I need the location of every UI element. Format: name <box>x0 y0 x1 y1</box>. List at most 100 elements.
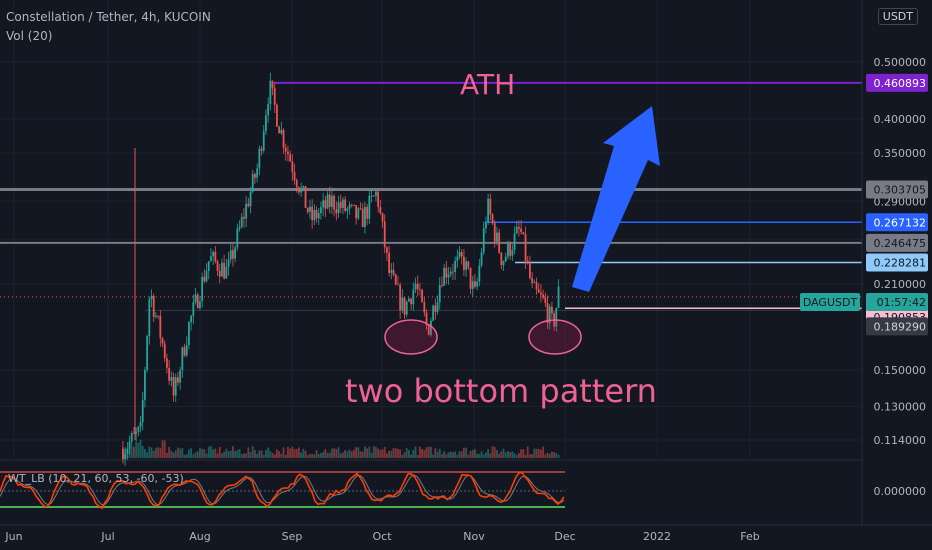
x-tick-label: Sep <box>282 530 303 543</box>
candle <box>397 284 399 286</box>
candle <box>434 305 437 312</box>
candle <box>496 232 498 242</box>
symbol-badge <box>800 293 860 311</box>
candle <box>520 228 523 233</box>
candle <box>166 358 168 368</box>
candle <box>478 265 481 282</box>
volume-bar <box>436 451 439 458</box>
volume-bar <box>496 449 498 458</box>
candle <box>443 267 446 286</box>
candle <box>313 209 316 221</box>
volume-bar <box>548 453 551 458</box>
volume-bar <box>379 449 382 458</box>
volume-bar <box>425 447 428 458</box>
volume-bar <box>458 451 461 458</box>
candle <box>531 277 534 283</box>
volume-bars <box>122 439 560 458</box>
volume-bar <box>221 453 223 458</box>
candle <box>377 191 380 208</box>
y-tick-label: 0.500000 <box>874 56 927 69</box>
candle <box>372 195 375 197</box>
candle <box>309 206 311 212</box>
volume-bar <box>537 448 540 458</box>
symbol-badge-label: DAGUSDT <box>803 296 858 309</box>
candle <box>258 148 261 169</box>
candle <box>430 320 432 335</box>
candle <box>383 221 386 248</box>
volume-bar <box>399 449 402 458</box>
candle <box>168 367 171 381</box>
volume-bar <box>177 447 179 458</box>
candle <box>130 433 133 442</box>
volume-bar <box>179 448 182 458</box>
candle <box>452 271 454 273</box>
volume-bar <box>210 446 212 458</box>
candle <box>548 306 551 323</box>
volume-bar <box>188 449 190 458</box>
candle <box>188 322 190 346</box>
volume-bar <box>423 450 426 458</box>
volume-bar <box>388 450 391 458</box>
currency-button[interactable]: USDT <box>877 8 918 25</box>
candle <box>408 298 410 302</box>
x-tick-label: Jul <box>100 530 114 543</box>
volume-bar <box>346 451 349 458</box>
volume-bar <box>291 446 294 458</box>
volume-bar <box>155 447 157 458</box>
candle <box>482 228 485 253</box>
price-level-badge <box>866 73 928 92</box>
price-level-badge <box>866 317 928 336</box>
volume-bar <box>287 446 289 458</box>
volume-bar <box>344 450 347 458</box>
volume-bar <box>427 446 430 458</box>
volume-bar <box>557 454 560 458</box>
volume-bar <box>449 451 452 458</box>
candle <box>467 261 470 268</box>
bottom-highlight <box>528 319 582 355</box>
volume-bar <box>174 450 177 458</box>
volume-bar <box>471 449 474 458</box>
volume-bar <box>520 449 523 458</box>
volume-bar <box>443 451 446 458</box>
volume-bar <box>463 447 465 458</box>
candle <box>240 216 243 227</box>
volume-bar <box>544 454 547 458</box>
y-tick-label: 0.350000 <box>874 147 927 160</box>
candle <box>522 232 525 235</box>
candle <box>243 216 245 219</box>
candle <box>493 223 496 242</box>
volume-bar <box>518 453 520 458</box>
candle <box>394 274 397 285</box>
candle <box>311 206 314 221</box>
candle <box>245 203 248 219</box>
volume-bar <box>421 448 424 458</box>
candle <box>388 252 391 273</box>
candle <box>265 115 267 132</box>
candle <box>529 262 531 278</box>
volume-bar <box>236 450 239 458</box>
price-level-badge <box>866 180 928 199</box>
volume-bar <box>152 450 155 458</box>
volume-bar <box>515 454 518 458</box>
volume-bar <box>172 452 175 458</box>
candle <box>179 370 182 383</box>
candle <box>542 294 545 298</box>
candle <box>344 199 347 211</box>
candle <box>390 270 393 273</box>
volume-bar <box>146 452 149 458</box>
candle <box>474 281 476 287</box>
volume-bar <box>460 451 463 458</box>
candle <box>489 198 492 215</box>
volume-bar <box>201 448 204 458</box>
volume-bar <box>529 454 531 458</box>
candle <box>201 276 204 302</box>
x-tick-label: Nov <box>463 530 485 543</box>
candle <box>262 131 265 151</box>
volume-bar <box>331 448 333 458</box>
volume-bar <box>300 452 303 458</box>
candle <box>500 252 503 266</box>
candle <box>227 259 230 267</box>
y-tick-label: 0.130000 <box>874 400 927 413</box>
candle <box>218 270 221 277</box>
